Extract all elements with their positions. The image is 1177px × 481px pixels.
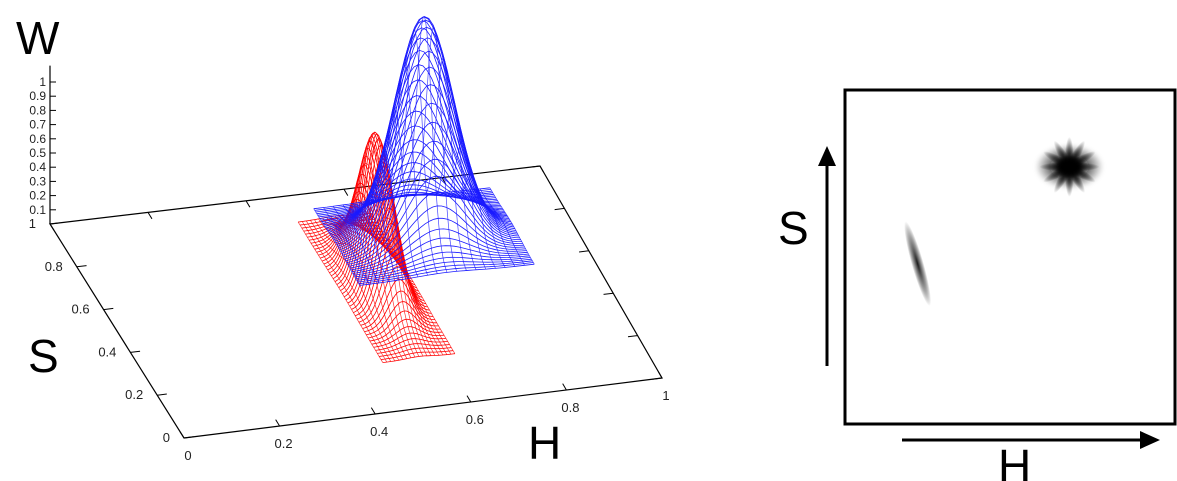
surface-mesh-line (440, 140, 487, 270)
s-tick-mark-right (579, 250, 589, 253)
surface-mesh-line (479, 188, 525, 266)
surface-mesh-line (391, 29, 438, 274)
surface-mesh-line (430, 98, 477, 270)
s-arrow-head (818, 146, 836, 166)
h-tick-label: 0 (184, 448, 191, 463)
w-tick-label: 0.9 (29, 89, 46, 103)
s-axis-ticks: 0 0.2 0.4 0.6 0.8 1 (29, 165, 663, 445)
h-tick-mark (275, 419, 281, 427)
h-tick-label: 0.6 (466, 412, 484, 427)
h-tick-mark (466, 395, 472, 403)
surface-mesh-line (323, 207, 370, 285)
h-axis-label-left: H (528, 417, 561, 469)
heatmap-blob-lower (904, 221, 932, 307)
heatmap-frame (843, 88, 1177, 426)
surface-mesh-line (350, 214, 436, 356)
h-tick-mark-back (539, 165, 545, 173)
s-tick-mark-right (530, 165, 541, 168)
s-tick-label: 0.6 (72, 302, 90, 317)
w-tick-label: 0.4 (29, 160, 46, 174)
h-tick-mark (562, 383, 567, 391)
surface-mesh-line (301, 221, 388, 363)
h-tick-mark-back (245, 200, 251, 208)
s-tick-label: 0 (163, 430, 170, 445)
s-tick-mark (103, 307, 114, 311)
s-tick-label: 1 (29, 216, 36, 231)
surface-mesh-line (313, 208, 361, 286)
surface-mesh-line (450, 174, 496, 269)
w-tick-label: 0.6 (29, 132, 46, 146)
s-tick-label: 0.2 (125, 387, 143, 402)
surface-mesh-line (364, 290, 437, 333)
s-tick-mark (183, 436, 194, 439)
s-tick-mark (76, 265, 87, 268)
w-tick-label: 0.8 (29, 103, 46, 117)
h-tick-label: 0.2 (275, 436, 293, 451)
h-tick-label: 0.4 (370, 424, 388, 439)
w-tick-label: 0.7 (29, 118, 46, 132)
surface-mesh-line (342, 204, 390, 282)
surface-mesh-line (359, 263, 535, 286)
surface-mesh-line (354, 214, 440, 356)
w-tick-label: 1 (39, 75, 46, 89)
w-axis-label: W (16, 12, 60, 64)
h-tick-mark-back (49, 223, 55, 231)
s-tick-mark-right (652, 377, 663, 380)
heatmap-blob-upper (1035, 136, 1104, 197)
surface-mesh-line (382, 62, 428, 276)
s-axis-label-left: S (28, 330, 59, 382)
w-tick-label: 0.5 (29, 146, 46, 160)
surface-mesh-line (367, 213, 452, 355)
heatmap-panel (818, 88, 1177, 449)
s-tick-mark (49, 222, 60, 225)
surface-mesh-line (470, 189, 516, 267)
surface-plot: 0.10.20.30.40.50.60.70.80.91 00.20.40.60… (29, 16, 670, 463)
h-tick-mark (370, 407, 376, 415)
surface-mesh-line (489, 187, 535, 265)
h-axis-label-right: H (998, 440, 1031, 481)
s-tick-mark-right (554, 207, 565, 211)
surfaces (297, 16, 535, 363)
s-tick-mark-right (627, 335, 638, 338)
h-axis-ticks: 0 0.2 0.4 0.6 0.8 1 (49, 165, 670, 463)
surface-mesh-line (362, 278, 435, 329)
w-tick-label: 0.3 (29, 174, 46, 188)
surface-mesh-line (421, 57, 467, 271)
surface-series-2 (313, 16, 535, 286)
s-tick-mark (157, 393, 167, 396)
h-arrow-head (1140, 431, 1160, 449)
blob-center (1057, 157, 1082, 176)
h-tick-label: 1 (662, 388, 669, 403)
surface-mesh-line (382, 353, 455, 363)
s-tick-mark-right (603, 292, 614, 295)
surface-mesh-line (362, 149, 409, 279)
surface-mesh-line (297, 221, 384, 363)
surface-mesh-line (333, 206, 380, 284)
s-tick-label: 0.4 (98, 344, 116, 359)
w-tick-label: 0.2 (29, 189, 46, 203)
s-tick-label: 0.8 (45, 259, 63, 274)
surface-mesh-line (372, 105, 419, 278)
heatmap-blobs (904, 136, 1104, 307)
surface-mesh-line (314, 189, 491, 211)
h-tick-mark (179, 431, 185, 439)
h-tick-mark (657, 371, 663, 379)
surface-mesh-line (460, 190, 506, 268)
w-axis: 0.10.20.30.40.50.60.70.80.91 (29, 65, 56, 224)
h-tick-mark-back (343, 188, 349, 196)
w-tick-label: 0.1 (29, 203, 46, 217)
s-axis-label-right: S (778, 202, 809, 254)
surface-mesh-line (401, 16, 448, 273)
surface-mesh-line (352, 185, 399, 281)
s-tick-mark (130, 350, 141, 353)
surface-mesh-line (305, 220, 392, 362)
surface-mesh-line (411, 26, 458, 272)
h-tick-label: 0.8 (561, 400, 579, 415)
h-tick-mark-back (147, 212, 153, 220)
